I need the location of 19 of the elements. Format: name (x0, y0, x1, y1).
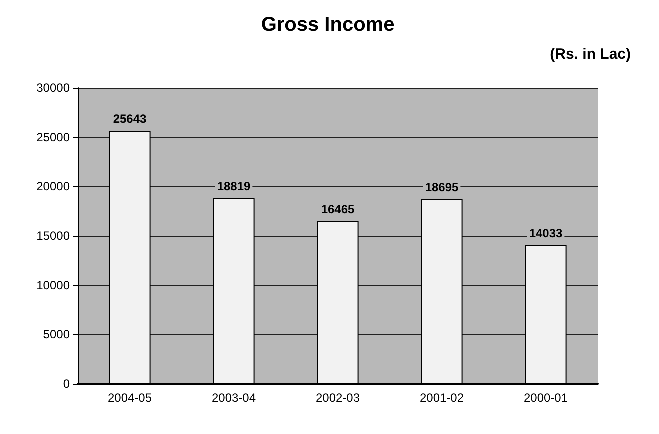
data-label: 25643 (113, 112, 148, 126)
y-tick-label: 10000 (36, 278, 70, 292)
x-tick-label: 2002-03 (316, 391, 360, 405)
data-label: 14033 (529, 226, 564, 241)
data-label: 18695 (425, 180, 460, 195)
chart-title: Gross Income (261, 14, 395, 36)
x-tick-label: 2000-01 (524, 391, 568, 405)
y-tick-label: 20000 (36, 180, 70, 194)
y-tick-label: 15000 (36, 229, 70, 243)
data-label: 18819 (217, 179, 252, 194)
chart-subtitle: (Rs. in Lac) (550, 46, 632, 63)
y-tick-label: 0 (63, 377, 70, 391)
y-tick-label: 30000 (36, 81, 70, 95)
data-label: 16465 (321, 202, 356, 217)
x-tick-label: 2003-04 (212, 391, 256, 405)
y-tick-label: 25000 (36, 130, 70, 144)
y-tick-label: 5000 (43, 328, 70, 342)
x-tick-label: 2004-05 (108, 391, 152, 405)
x-tick-label: 2001-02 (420, 391, 464, 405)
